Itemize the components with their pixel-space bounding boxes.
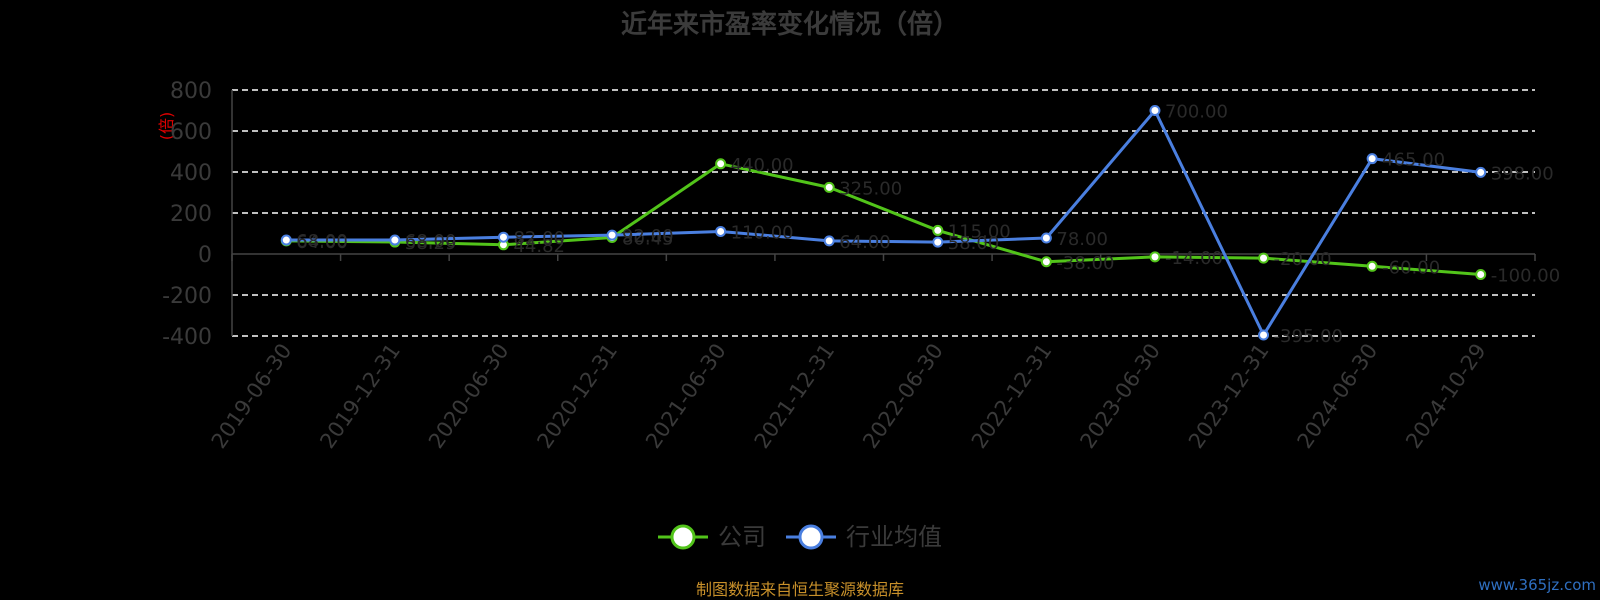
data-label: -100.00 — [1491, 266, 1560, 287]
data-label: -20.00 — [1274, 249, 1332, 270]
data-point — [497, 231, 509, 243]
legend-company-label: 公司 — [718, 523, 766, 551]
data-point — [1475, 269, 1487, 280]
data-label: 110.00 — [731, 222, 794, 243]
data-point — [932, 224, 944, 236]
x-tick-label: 2023-06-30 — [1075, 339, 1165, 453]
x-tick-label: 2024-06-30 — [1293, 339, 1383, 453]
data-point — [1366, 153, 1378, 165]
data-point — [280, 234, 292, 246]
data-point — [1149, 105, 1161, 116]
x-tick-label: 2019-06-30 — [207, 339, 297, 453]
legend-company-marker — [670, 524, 696, 550]
x-tick-label: 2019-12-31 — [315, 339, 405, 453]
data-point — [1258, 252, 1270, 264]
legend-industry-label: 行业均值 — [846, 523, 942, 551]
data-label: 58.00 — [948, 233, 1000, 254]
chart-title: 近年来市盈率变化情况（倍） — [621, 9, 959, 40]
x-tick-label: 2023-12-31 — [1184, 339, 1274, 453]
y-tick-label: 800 — [170, 79, 212, 104]
data-label: 115.00 — [948, 221, 1011, 242]
data-label: 440.00 — [731, 155, 794, 176]
y-tick-label: 200 — [170, 202, 212, 227]
data-label: 68.00 — [296, 231, 348, 252]
data-label: 92.00 — [622, 226, 674, 247]
y-tick-label: 400 — [170, 161, 212, 186]
data-point — [1475, 166, 1487, 178]
data-label: 64.00 — [839, 232, 891, 253]
x-tick-label: 2021-06-30 — [641, 339, 731, 453]
data-point — [1366, 260, 1378, 272]
y-tick-label: 0 — [198, 243, 212, 268]
data-label: 398.00 — [1491, 163, 1554, 184]
data-point — [715, 158, 727, 170]
data-point — [932, 236, 944, 248]
data-label: -14.00 — [1165, 248, 1223, 269]
data-point — [1149, 251, 1161, 263]
series-line — [286, 162, 1481, 276]
y-tick-label: -400 — [162, 325, 212, 350]
data-source-note: 制图数据来自恒生聚源数据库 — [696, 580, 904, 599]
axes — [231, 90, 1536, 336]
series-group: 64.00 58.29 44.82 80.45440.00325.00115.00-3… — [280, 102, 1560, 347]
data-label: 68.00 — [405, 231, 457, 252]
legend-item-industry-avg[interactable]: 行业均值 — [786, 523, 942, 551]
data-label: -395.00 — [1274, 326, 1343, 347]
x-tick-label: 2022-12-31 — [967, 339, 1057, 453]
data-point — [606, 229, 618, 241]
y-axis-label: (倍) — [157, 112, 176, 141]
legend-item-company[interactable]: 公司 — [658, 523, 766, 551]
watermark: www.365jz.com — [1478, 576, 1596, 594]
y-tick-label: -200 — [162, 284, 212, 309]
y-axis-ticks: 800 600 400 200 0 -200 -400 — [162, 79, 212, 350]
data-point — [715, 225, 727, 237]
data-label: 78.00 — [1056, 229, 1108, 250]
data-point — [1040, 256, 1052, 268]
data-label: -38.00 — [1056, 253, 1114, 274]
data-label: 325.00 — [839, 178, 902, 199]
data-label: 44.82 — [513, 236, 565, 257]
x-tick-label: 2022-06-30 — [858, 339, 948, 453]
data-label: 700.00 — [1165, 102, 1228, 123]
x-tick-label: 2024-10-29 — [1401, 339, 1491, 453]
legend: 公司 行业均值 — [658, 523, 942, 551]
series-1: 68.00 68.00 82.00 92.00 110.00 64.00 58.00 78.0… — [280, 102, 1554, 347]
data-label: 82.00 — [513, 228, 565, 249]
legend-industry-marker — [798, 524, 824, 550]
x-tick-label: 2020-06-30 — [424, 339, 514, 453]
x-tick-label: 2020-12-31 — [532, 339, 622, 453]
data-label: 465.00 — [1382, 150, 1445, 171]
data-label: -60.00 — [1382, 257, 1440, 278]
data-point — [1040, 232, 1052, 244]
data-label: 64.00 — [296, 232, 348, 253]
data-point — [823, 181, 835, 193]
data-point — [389, 234, 401, 246]
data-point — [823, 235, 835, 247]
grid-lines — [232, 89, 1535, 337]
y-tick-label: 600 — [170, 120, 212, 145]
series-0: 64.00 58.29 44.82 80.45440.00325.00115.00-3… — [280, 155, 1560, 287]
x-axis-ticks: 2019-06-30 2019-12-31 2020-06-30 2020-12-31… — [207, 339, 1491, 453]
series-line — [286, 109, 1481, 337]
data-point — [1258, 329, 1270, 341]
x-tick-label: 2021-12-31 — [750, 339, 840, 453]
